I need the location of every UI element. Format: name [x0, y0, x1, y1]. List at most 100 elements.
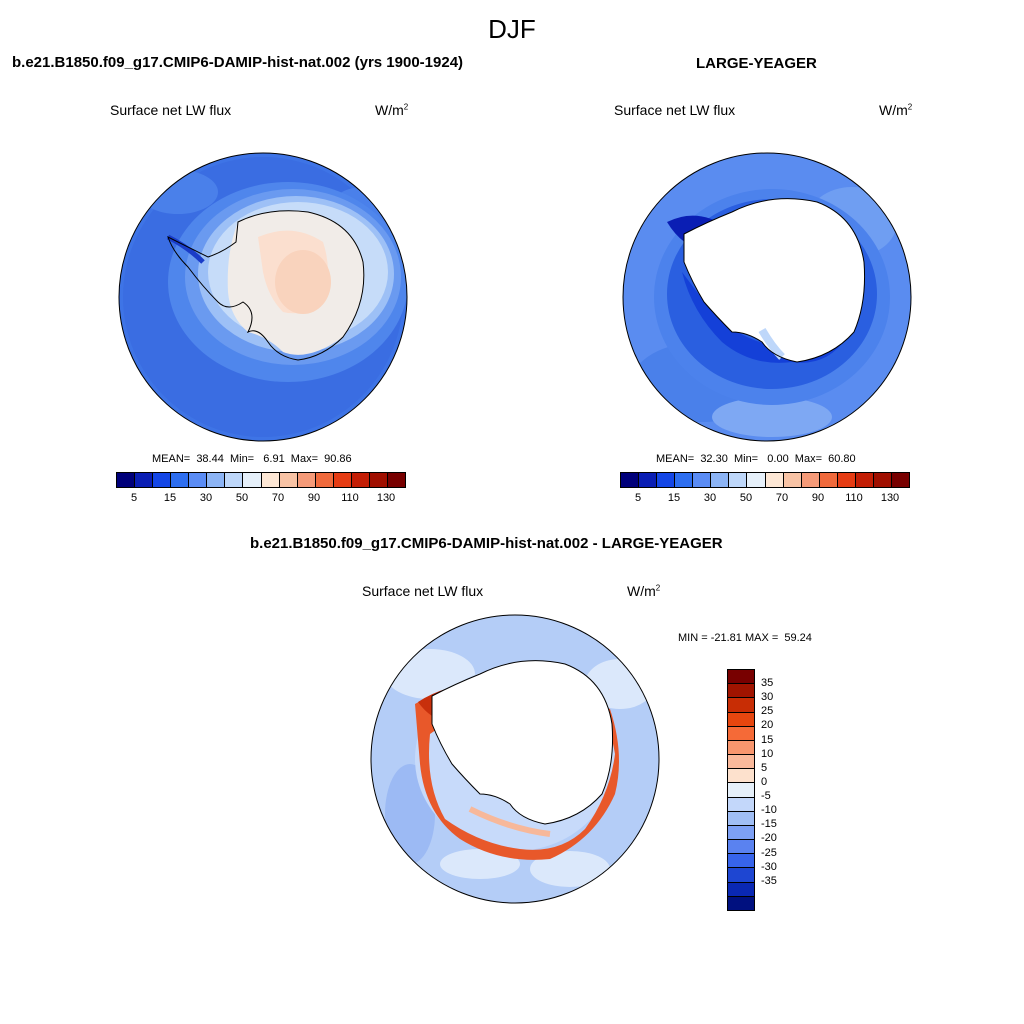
right-polar-map — [622, 152, 912, 442]
left-colorbar-box — [351, 473, 370, 487]
left-polar-map — [118, 152, 408, 442]
right-colorbar-box — [891, 473, 909, 487]
right-colorbar-box — [765, 473, 784, 487]
right-colorbar — [620, 472, 910, 488]
diff-colorbar — [727, 669, 755, 911]
diff-colorbar-tick-label: -5 — [761, 790, 771, 803]
right-stats: MEAN= 32.30 Min= 0.00 Max= 60.80 — [656, 453, 856, 465]
diff-colorbar-box — [728, 896, 754, 910]
left-colorbar-box — [315, 473, 334, 487]
diff-colorbar-box — [728, 825, 754, 841]
left-stats: MEAN= 38.44 Min= 6.91 Max= 90.86 — [152, 453, 352, 465]
diff-colorbar-tick-label: 35 — [761, 677, 774, 690]
diff-colorbar-box — [728, 840, 754, 855]
diff-colorbar-box — [728, 712, 754, 727]
left-colorbar-tick-label: 90 — [307, 492, 321, 504]
right-colorbar-box — [675, 473, 694, 487]
left-colorbar-box — [135, 473, 154, 487]
right-case-title: LARGE-YEAGER — [696, 55, 817, 72]
right-colorbar-tick-label: 70 — [775, 492, 789, 504]
left-colorbar-tick-label: 15 — [163, 492, 177, 504]
diff-colorbar-box — [728, 882, 754, 897]
right-colorbar-box — [873, 473, 892, 487]
diff-colorbar-ticks: 35 30 25 20 15 10 5 0 -5 -10 -15 -20 -25 -30 -35 — [761, 669, 801, 909]
left-colorbar-tick-label: 5 — [130, 492, 138, 504]
diff-colorbar-tick-label: -30 — [761, 860, 777, 873]
diff-colorbar-box — [728, 684, 754, 699]
left-colorbar-tick-label: 50 — [235, 492, 249, 504]
left-colorbar-box — [387, 473, 405, 487]
diff-colorbar-box — [728, 811, 754, 826]
diff-colorbar-tick-label: 10 — [761, 747, 774, 760]
diff-colorbar-tick-label: 20 — [761, 719, 774, 732]
diff-colorbar-tick-label: 25 — [761, 705, 774, 718]
right-colorbar-tick-label: 5 — [634, 492, 642, 504]
diff-colorbar-tick-label: -20 — [761, 832, 777, 845]
right-colorbar-tick-label: 90 — [811, 492, 825, 504]
diff-colorbar-box — [728, 797, 754, 812]
right-colorbar-box — [711, 473, 730, 487]
diff-case-title: b.e21.B1850.f09_g17.CMIP6-DAMIP-hist-nat… — [250, 535, 723, 552]
left-colorbar-box — [225, 473, 244, 487]
diff-colorbar-tick-label: -15 — [761, 818, 777, 831]
diff-colorbar-box — [728, 854, 754, 869]
diff-colorbar-tick-label: 15 — [761, 733, 774, 746]
diff-colorbar-tick-label: 30 — [761, 691, 774, 704]
left-colorbar — [116, 472, 406, 488]
right-unit-label: W/m2 — [879, 102, 913, 118]
diff-colorbar-box — [728, 726, 754, 741]
right-colorbar-box — [621, 473, 640, 487]
diff-polar-map — [370, 614, 660, 904]
right-colorbar-tick-label: 50 — [739, 492, 753, 504]
right-colorbar-tick-label: 30 — [703, 492, 717, 504]
diff-colorbar-box — [728, 868, 754, 883]
left-colorbar-box — [189, 473, 208, 487]
right-colorbar-box — [729, 473, 748, 487]
right-colorbar-box — [657, 473, 676, 487]
left-unit-label: W/m2 — [375, 102, 409, 118]
right-colorbar-box — [855, 473, 874, 487]
right-colorbar-ticks: 5 15 30 50 70 90 110 130 — [620, 492, 908, 508]
right-colorbar-tick-label: 130 — [880, 492, 900, 504]
right-colorbar-box — [639, 473, 658, 487]
diff-colorbar-box — [728, 698, 754, 713]
left-colorbar-box — [117, 473, 136, 487]
left-colorbar-box — [333, 473, 352, 487]
diff-colorbar-tick-label: -25 — [761, 846, 777, 859]
diff-colorbar-box — [728, 783, 754, 798]
left-colorbar-tick-label: 30 — [199, 492, 213, 504]
left-colorbar-tick-label: 70 — [271, 492, 285, 504]
diff-unit-label: W/m2 — [627, 583, 661, 599]
right-variable-label: Surface net LW flux — [614, 102, 736, 118]
left-colorbar-box — [153, 473, 172, 487]
left-colorbar-box — [261, 473, 280, 487]
right-colorbar-box — [747, 473, 766, 487]
left-colorbar-box — [171, 473, 190, 487]
left-colorbar-box — [279, 473, 298, 487]
left-colorbar-tick-label: 130 — [376, 492, 396, 504]
right-colorbar-box — [819, 473, 838, 487]
diff-colorbar-tick-label: 5 — [761, 761, 768, 774]
right-colorbar-tick-label: 110 — [845, 492, 863, 504]
right-colorbar-box — [837, 473, 856, 487]
diff-colorbar-box — [728, 769, 754, 784]
left-colorbar-box — [243, 473, 262, 487]
right-colorbar-tick-label: 15 — [667, 492, 681, 504]
diff-colorbar-box — [728, 755, 754, 770]
left-variable-label: Surface net LW flux — [110, 102, 232, 118]
right-colorbar-box — [801, 473, 820, 487]
left-case-title: b.e21.B1850.f09_g17.CMIP6-DAMIP-hist-nat… — [12, 54, 464, 71]
diff-colorbar-tick-label: -35 — [761, 874, 777, 887]
right-colorbar-box — [783, 473, 802, 487]
diff-colorbar-box — [728, 670, 754, 685]
left-colorbar-ticks: 5 15 30 50 70 90 110 130 — [116, 492, 404, 508]
left-colorbar-box — [369, 473, 388, 487]
diff-colorbar-tick-label: 0 — [761, 775, 768, 788]
diff-stats: MIN = -21.81 MAX = 59.24 — [678, 632, 812, 644]
left-colorbar-tick-label: 110 — [341, 492, 359, 504]
diff-colorbar-box — [728, 740, 754, 756]
diff-colorbar-tick-label: -10 — [761, 804, 777, 817]
diff-variable-label: Surface net LW flux — [362, 583, 484, 599]
left-colorbar-box — [207, 473, 226, 487]
season-title: DJF — [488, 14, 536, 44]
